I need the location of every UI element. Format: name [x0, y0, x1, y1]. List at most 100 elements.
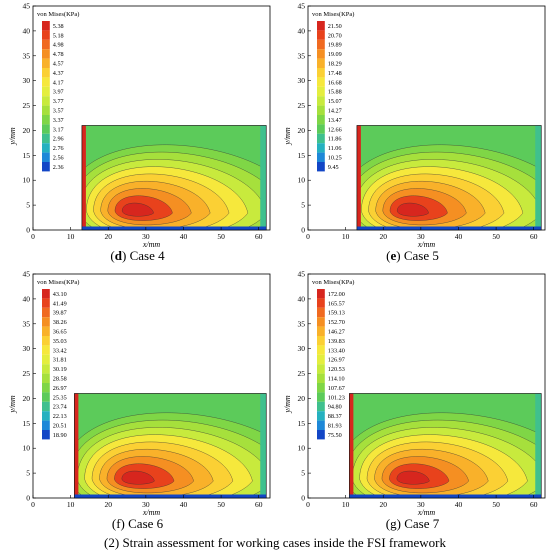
legend-swatch: [42, 345, 50, 355]
x-tick-label: 20: [104, 232, 112, 241]
legend-swatch: [42, 124, 50, 134]
legend-swatch: [42, 68, 50, 78]
legend-swatch: [317, 30, 325, 40]
legend-swatch: [42, 133, 50, 144]
legend-value: 2.76: [53, 145, 64, 152]
contour-plot-case-5: 0 10 20 30 40 50 60 0 5 10 15 20 25 30 35 40 45 x/mm y/mm v…: [283, 2, 546, 249]
legend-value: 165.57: [328, 300, 345, 307]
legend-swatch: [42, 152, 50, 162]
legend-swatch: [317, 326, 325, 336]
contour-band: [121, 202, 154, 217]
x-tick-label: 10: [67, 500, 75, 509]
y-tick-label: 25: [23, 369, 31, 378]
legend-value: 5.18: [53, 32, 64, 39]
legend-value: 10.25: [328, 155, 342, 162]
domain-outline: [81, 125, 267, 231]
legend-swatch: [317, 96, 325, 106]
contour-field: [74, 393, 267, 498]
y-tick-label: 5: [301, 469, 305, 478]
legend-title: von Mises(KPa): [37, 11, 79, 18]
legend-value: 3.97: [53, 89, 64, 96]
y-axis-label: y/mm: [8, 395, 17, 414]
x-tick-label: 30: [417, 232, 425, 241]
x-tick-label: 50: [217, 500, 225, 509]
legend-value: 30.19: [53, 366, 67, 373]
legend-value: 13.47: [328, 117, 342, 124]
bottom-wall-band: [356, 226, 542, 230]
legend-value: 88.37: [328, 413, 342, 420]
legend-value: 2.96: [53, 136, 64, 143]
legend-value: 3.77: [53, 98, 64, 105]
legend-swatch: [317, 68, 325, 78]
y-tick-label: 35: [23, 319, 31, 328]
contour-field: [349, 393, 542, 498]
y-axis-label: y/mm: [283, 395, 292, 414]
legend-value: 22.13: [53, 413, 67, 420]
contour-band: [396, 202, 429, 217]
x-tick-label: 20: [379, 500, 387, 509]
caption-case-7: (g) Case 7: [385, 516, 440, 531]
x-tick-label: 50: [492, 232, 500, 241]
legend-value: 14.27: [328, 108, 342, 115]
bottom-wall-band: [74, 494, 267, 498]
y-tick-label: 40: [298, 294, 306, 303]
caption-case-6: (f) Case 6: [111, 516, 164, 531]
legend-swatch: [42, 307, 50, 318]
left-wall-band: [74, 393, 79, 498]
legend-swatch: [42, 392, 50, 402]
y-tick-label: 25: [23, 101, 31, 110]
panel-case-6: 0 10 20 30 40 50 60 0 5 10 15 20 25 30 35 40 45 x/mm y/mm v…: [0, 268, 275, 538]
y-tick-label: 35: [298, 51, 306, 60]
legend-value: 19.89: [328, 42, 342, 49]
x-tick-label: 10: [342, 500, 350, 509]
legend-swatch: [317, 152, 325, 162]
legend-swatch: [42, 289, 50, 299]
legend-value: 152.70: [328, 319, 345, 326]
legend-value: 21.50: [328, 23, 342, 30]
legend-value: 35.03: [53, 338, 67, 345]
y-tick-label: 30: [298, 344, 306, 353]
legend-swatch: [317, 49, 325, 59]
legend-swatch: [317, 298, 325, 308]
x-tick-label: 40: [180, 232, 188, 241]
panel-case-5: 0 10 20 30 40 50 60 0 5 10 15 20 25 30 35 40 45 x/mm y/mm v…: [275, 0, 550, 270]
legend-value: 107.67: [328, 385, 345, 392]
legend-swatch: [317, 373, 325, 383]
contour-plot-case-7: 0 10 20 30 40 50 60 0 5 10 15 20 25 30 35 40 45 x/mm y/mm v…: [283, 270, 546, 517]
legend-value: 75.50: [328, 432, 342, 439]
legend-value: 31.81: [53, 357, 67, 364]
x-axis-label: x/mm: [417, 240, 436, 249]
y-tick-label: 0: [301, 226, 305, 235]
y-tick-label: 40: [23, 26, 31, 35]
legend-title: von Mises(KPa): [312, 11, 354, 18]
legend-swatch: [317, 21, 325, 31]
bottom-wall-band: [81, 226, 267, 230]
x-tick-label: 60: [255, 500, 263, 509]
left-wall-band: [349, 393, 354, 498]
legend-value: 26.97: [53, 385, 67, 392]
legend-value: 12.66: [328, 126, 342, 133]
legend-swatch: [42, 143, 50, 153]
legend-swatch: [317, 430, 325, 440]
right-wall-band: [260, 125, 267, 230]
x-tick-label: 30: [142, 500, 150, 509]
y-tick-label: 45: [23, 270, 31, 279]
legend-value: 39.87: [53, 310, 67, 317]
legend-value: 2.56: [53, 155, 64, 162]
y-tick-label: 30: [298, 76, 306, 85]
legend-swatch: [42, 373, 50, 383]
legend-value: 16.68: [328, 79, 342, 86]
contour-field: [81, 125, 267, 230]
contour-plot-case-6: 0 10 20 30 40 50 60 0 5 10 15 20 25 30 35 40 45 x/mm y/mm v…: [8, 270, 271, 517]
legend-swatch: [317, 383, 325, 393]
legend-value: 172.00: [328, 291, 345, 298]
legend-title: von Mises(KPa): [312, 279, 354, 286]
y-tick-label: 10: [298, 176, 306, 185]
legend-value: 11.86: [328, 136, 342, 143]
x-tick-label: 20: [379, 232, 387, 241]
panel-case-7: 0 10 20 30 40 50 60 0 5 10 15 20 25 30 35 40 45 x/mm y/mm v…: [275, 268, 550, 538]
y-tick-label: 5: [26, 469, 30, 478]
legend-value: 3.57: [53, 108, 64, 115]
legend-value: 5.38: [53, 23, 64, 30]
x-axis-label: x/mm: [142, 508, 161, 517]
